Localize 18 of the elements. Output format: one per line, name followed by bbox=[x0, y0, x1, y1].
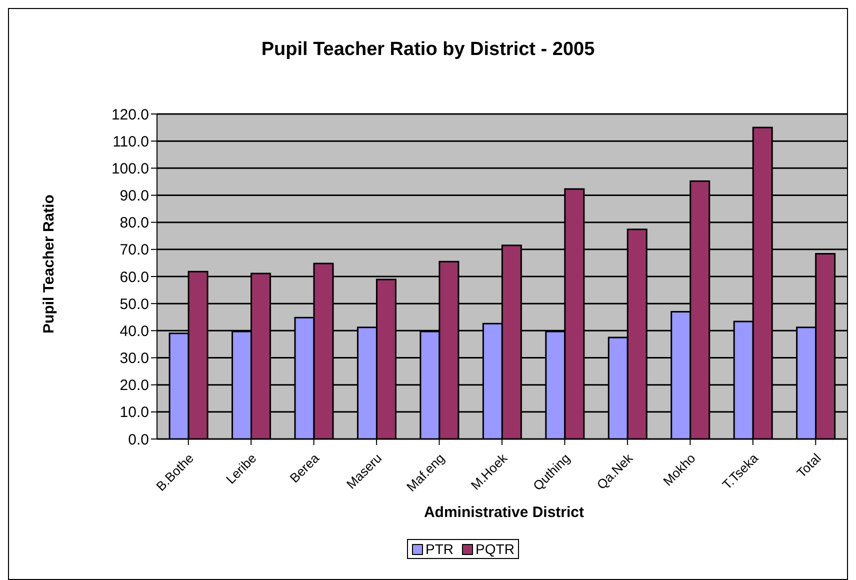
y-tick-label: 70.0 bbox=[120, 242, 149, 259]
y-tick-label: 10.0 bbox=[120, 404, 149, 422]
y-tick-label: 40.0 bbox=[120, 322, 149, 340]
y-tick-label: 110.0 bbox=[112, 133, 149, 150]
y-tick-label: 0.0 bbox=[128, 431, 149, 448]
y-tick-label: 80.0 bbox=[120, 214, 149, 232]
y-tick-label: 100.0 bbox=[111, 160, 149, 178]
x-axis-title: Administrative District bbox=[422, 504, 586, 521]
legend-label: PQTR bbox=[474, 541, 514, 557]
y-tick-label: 20.0 bbox=[120, 377, 149, 394]
y-axis-title: Pupil Teacher Ratio bbox=[40, 194, 58, 334]
y-tick-label: 90.0 bbox=[120, 188, 149, 205]
y-tick-label: 30.0 bbox=[120, 350, 149, 368]
y-tick-label: 120.0 bbox=[111, 106, 149, 124]
y-tick-label: 50.0 bbox=[120, 296, 149, 313]
legend-label: PTR bbox=[424, 541, 454, 557]
chart-title: Pupil Teacher Ratio by District - 2005 bbox=[260, 39, 596, 61]
y-tick-label: 60.0 bbox=[120, 268, 149, 286]
